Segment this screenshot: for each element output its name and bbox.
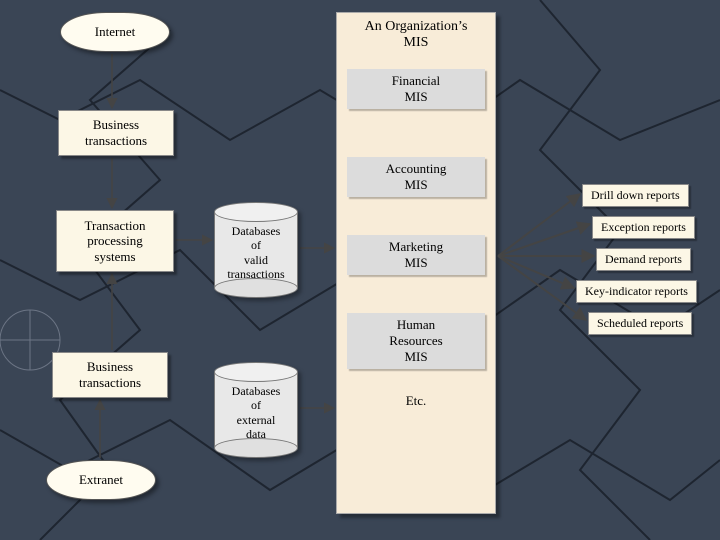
business-transactions-bottom: Business transactions xyxy=(52,352,168,398)
db-valid-transactions: Databases of valid transactions xyxy=(214,202,298,298)
business-transactions-top: Business transactions xyxy=(58,110,174,156)
internet-label: Internet xyxy=(95,24,135,40)
report-demand: Demand reports xyxy=(596,248,691,271)
report-exception: Exception reports xyxy=(592,216,695,239)
extranet-cloud: Extranet xyxy=(46,460,156,500)
report-scheduled: Scheduled reports xyxy=(588,312,692,335)
transaction-processing-systems: Transaction processing systems xyxy=(56,210,174,272)
internet-cloud: Internet xyxy=(60,12,170,52)
extranet-label: Extranet xyxy=(79,472,123,488)
db-external-data: Databases of external data xyxy=(214,362,298,458)
report-key-indicator: Key-indicator reports xyxy=(576,280,697,303)
report-drill-down: Drill down reports xyxy=(582,184,689,207)
